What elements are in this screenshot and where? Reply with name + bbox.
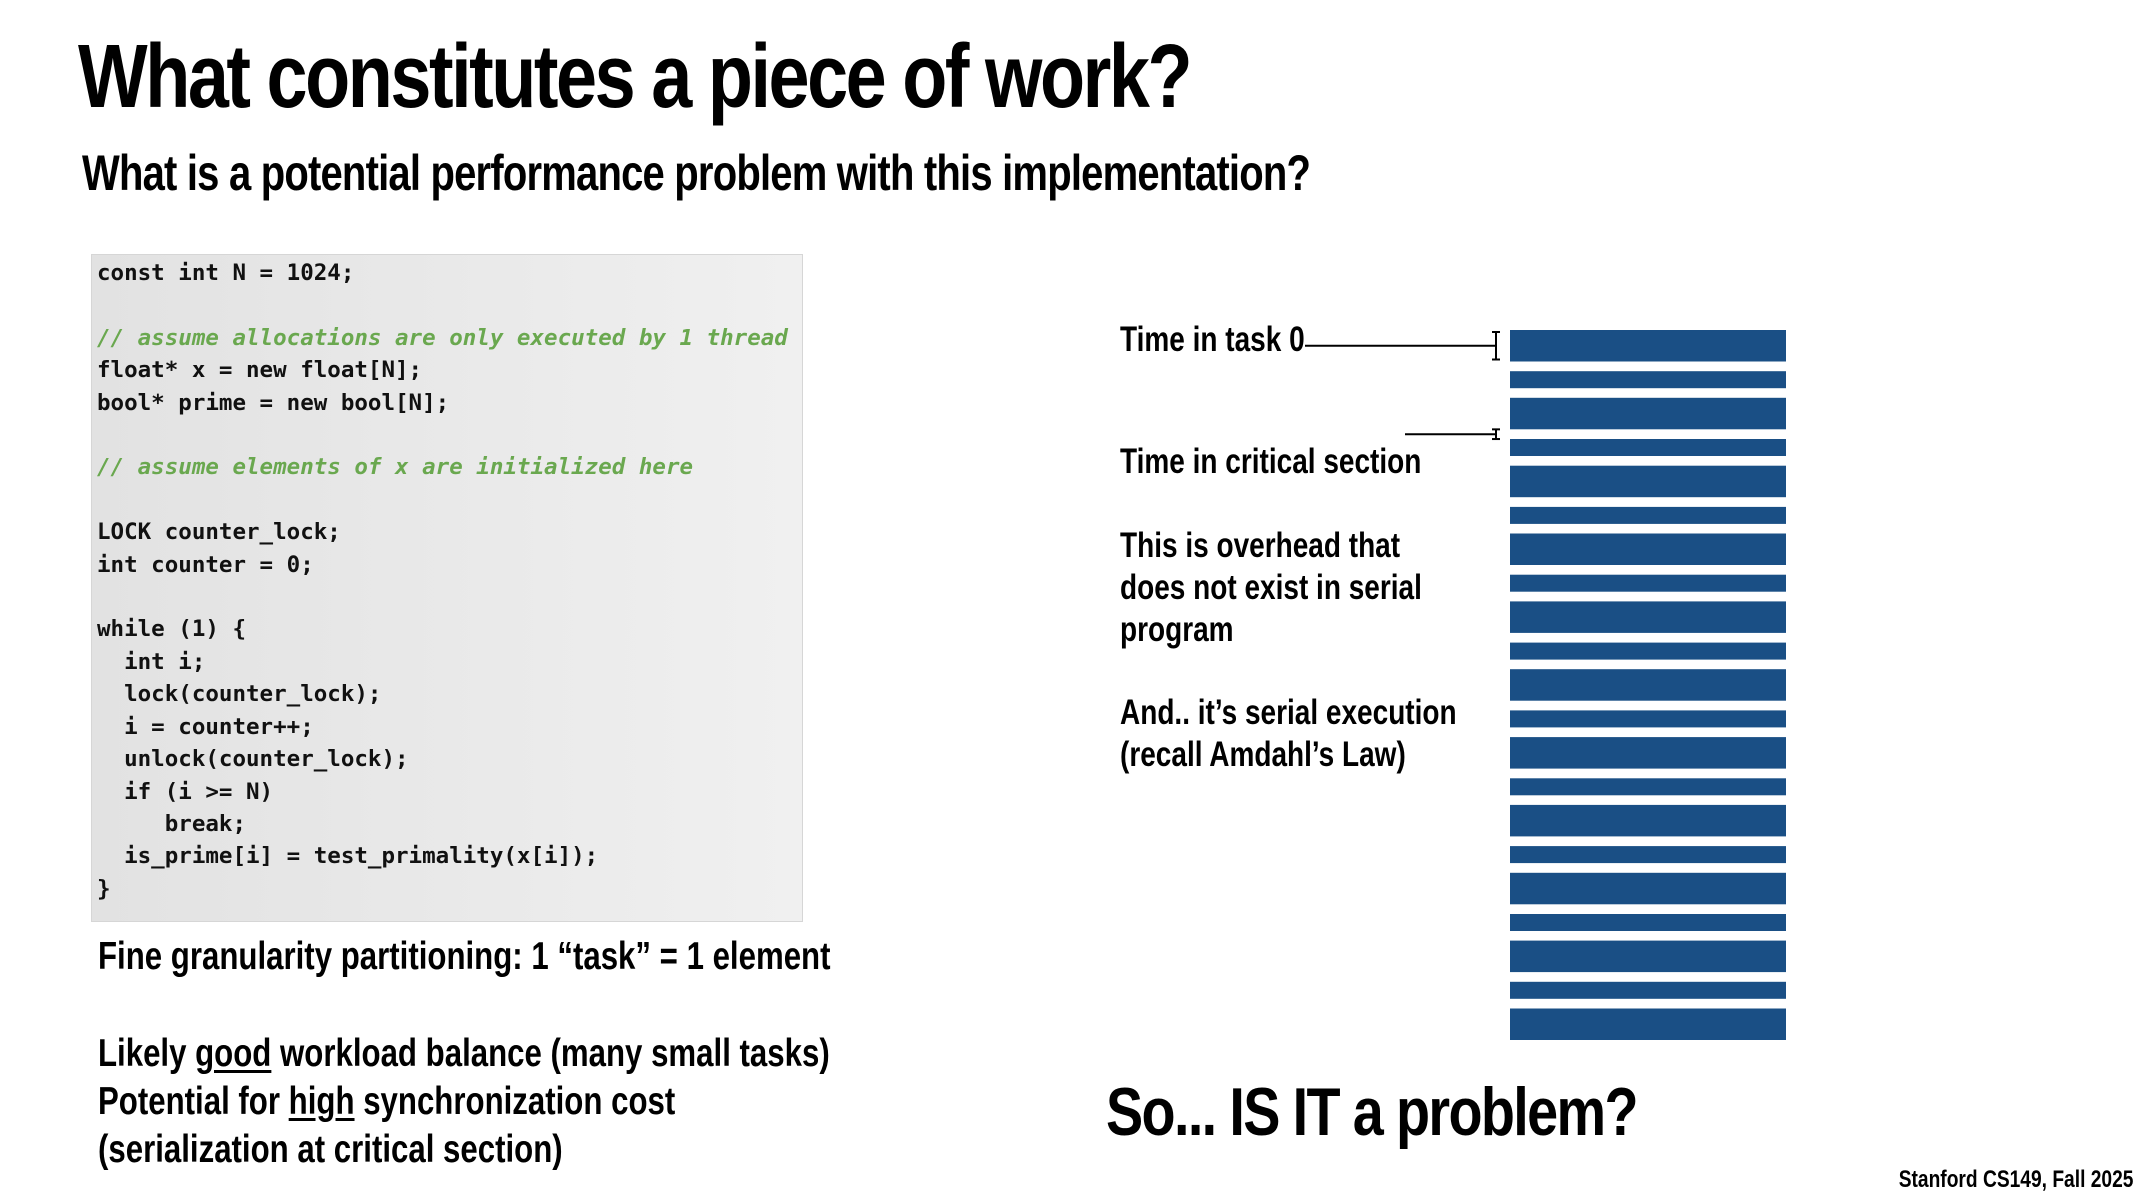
task-bar xyxy=(1510,778,1786,796)
sync-line-2: (serialization at critical section) xyxy=(98,1128,563,1171)
code-line: i = counter++; xyxy=(97,713,314,740)
code-listing: const int N = 1024; // assume allocation… xyxy=(97,257,788,905)
serial-note: And.. it’s serial execution (recall Amda… xyxy=(1120,693,1457,774)
task-bar xyxy=(1510,397,1786,430)
task-bar xyxy=(1510,465,1786,498)
code-line: int i; xyxy=(97,648,206,675)
timeline-diagram: Time in task 0 Time in critical section … xyxy=(1100,300,1920,1060)
code-comment-line: // assume allocations are only executed … xyxy=(97,324,788,351)
high-emphasis: high xyxy=(288,1080,355,1123)
task-bar xyxy=(1510,642,1786,660)
code-line: int counter = 0; xyxy=(97,551,314,578)
sync-line: Potential for high synchronization cost xyxy=(98,1080,676,1123)
task-bar xyxy=(1510,574,1786,592)
task-bar xyxy=(1510,914,1786,931)
code-line: break; xyxy=(97,810,247,837)
task-bar xyxy=(1510,506,1786,524)
question-heading: So... IS IT a problem? xyxy=(1106,1074,1639,1150)
code-line: while (1) { xyxy=(97,616,247,643)
balance-line: Likely good workload balance (many small… xyxy=(98,1032,830,1075)
code-line: const int N = 1024; xyxy=(97,260,355,286)
code-line: is_prime[i] = test_primality(x[i]); xyxy=(97,843,599,870)
task-bar xyxy=(1510,533,1786,565)
course-footer: Stanford CS149, Fall 2025 xyxy=(1898,1166,2133,1193)
slide-subtitle: What is a potential performance problem … xyxy=(82,145,1311,201)
task-bar xyxy=(1510,1008,1786,1040)
task-bar xyxy=(1510,846,1786,864)
code-line: LOCK counter_lock; xyxy=(97,519,341,546)
code-comment-line: // assume elements of x are initialized … xyxy=(97,454,694,481)
task-bar xyxy=(1510,669,1786,701)
task-bar xyxy=(1510,710,1786,728)
timeline-svg xyxy=(1305,330,1786,1040)
task-bar xyxy=(1510,872,1786,905)
task-bar xyxy=(1510,737,1786,769)
task-bar xyxy=(1510,439,1786,456)
code-line: float* x = new float[N]; xyxy=(97,357,423,384)
code-line: unlock(counter_lock); xyxy=(97,746,409,773)
code-line: } xyxy=(97,875,111,902)
code-block: const int N = 1024; // assume allocation… xyxy=(91,254,803,922)
tradeoff-notes: Likely good workload balance (many small… xyxy=(98,1030,830,1174)
task-bar xyxy=(1510,981,1786,999)
good-emphasis: good xyxy=(195,1032,272,1075)
label-task-time: Time in task 0 xyxy=(1120,320,1305,359)
slide-title: What constitutes a piece of work? xyxy=(78,27,1193,127)
label-critical-time: Time in critical section xyxy=(1120,442,1422,481)
overhead-note: This is overhead that does not exist in … xyxy=(1120,526,1422,649)
task-bar xyxy=(1510,804,1786,837)
code-line: bool* prime = new bool[N]; xyxy=(97,389,450,416)
task-bar xyxy=(1510,940,1786,973)
task-bar xyxy=(1510,371,1786,389)
fine-granularity-note: Fine granularity partitioning: 1 “task” … xyxy=(98,935,831,978)
code-line: lock(counter_lock); xyxy=(97,681,382,708)
task-bar xyxy=(1510,601,1786,633)
task-bar xyxy=(1510,330,1786,362)
code-line: if (i >= N) xyxy=(97,778,274,805)
